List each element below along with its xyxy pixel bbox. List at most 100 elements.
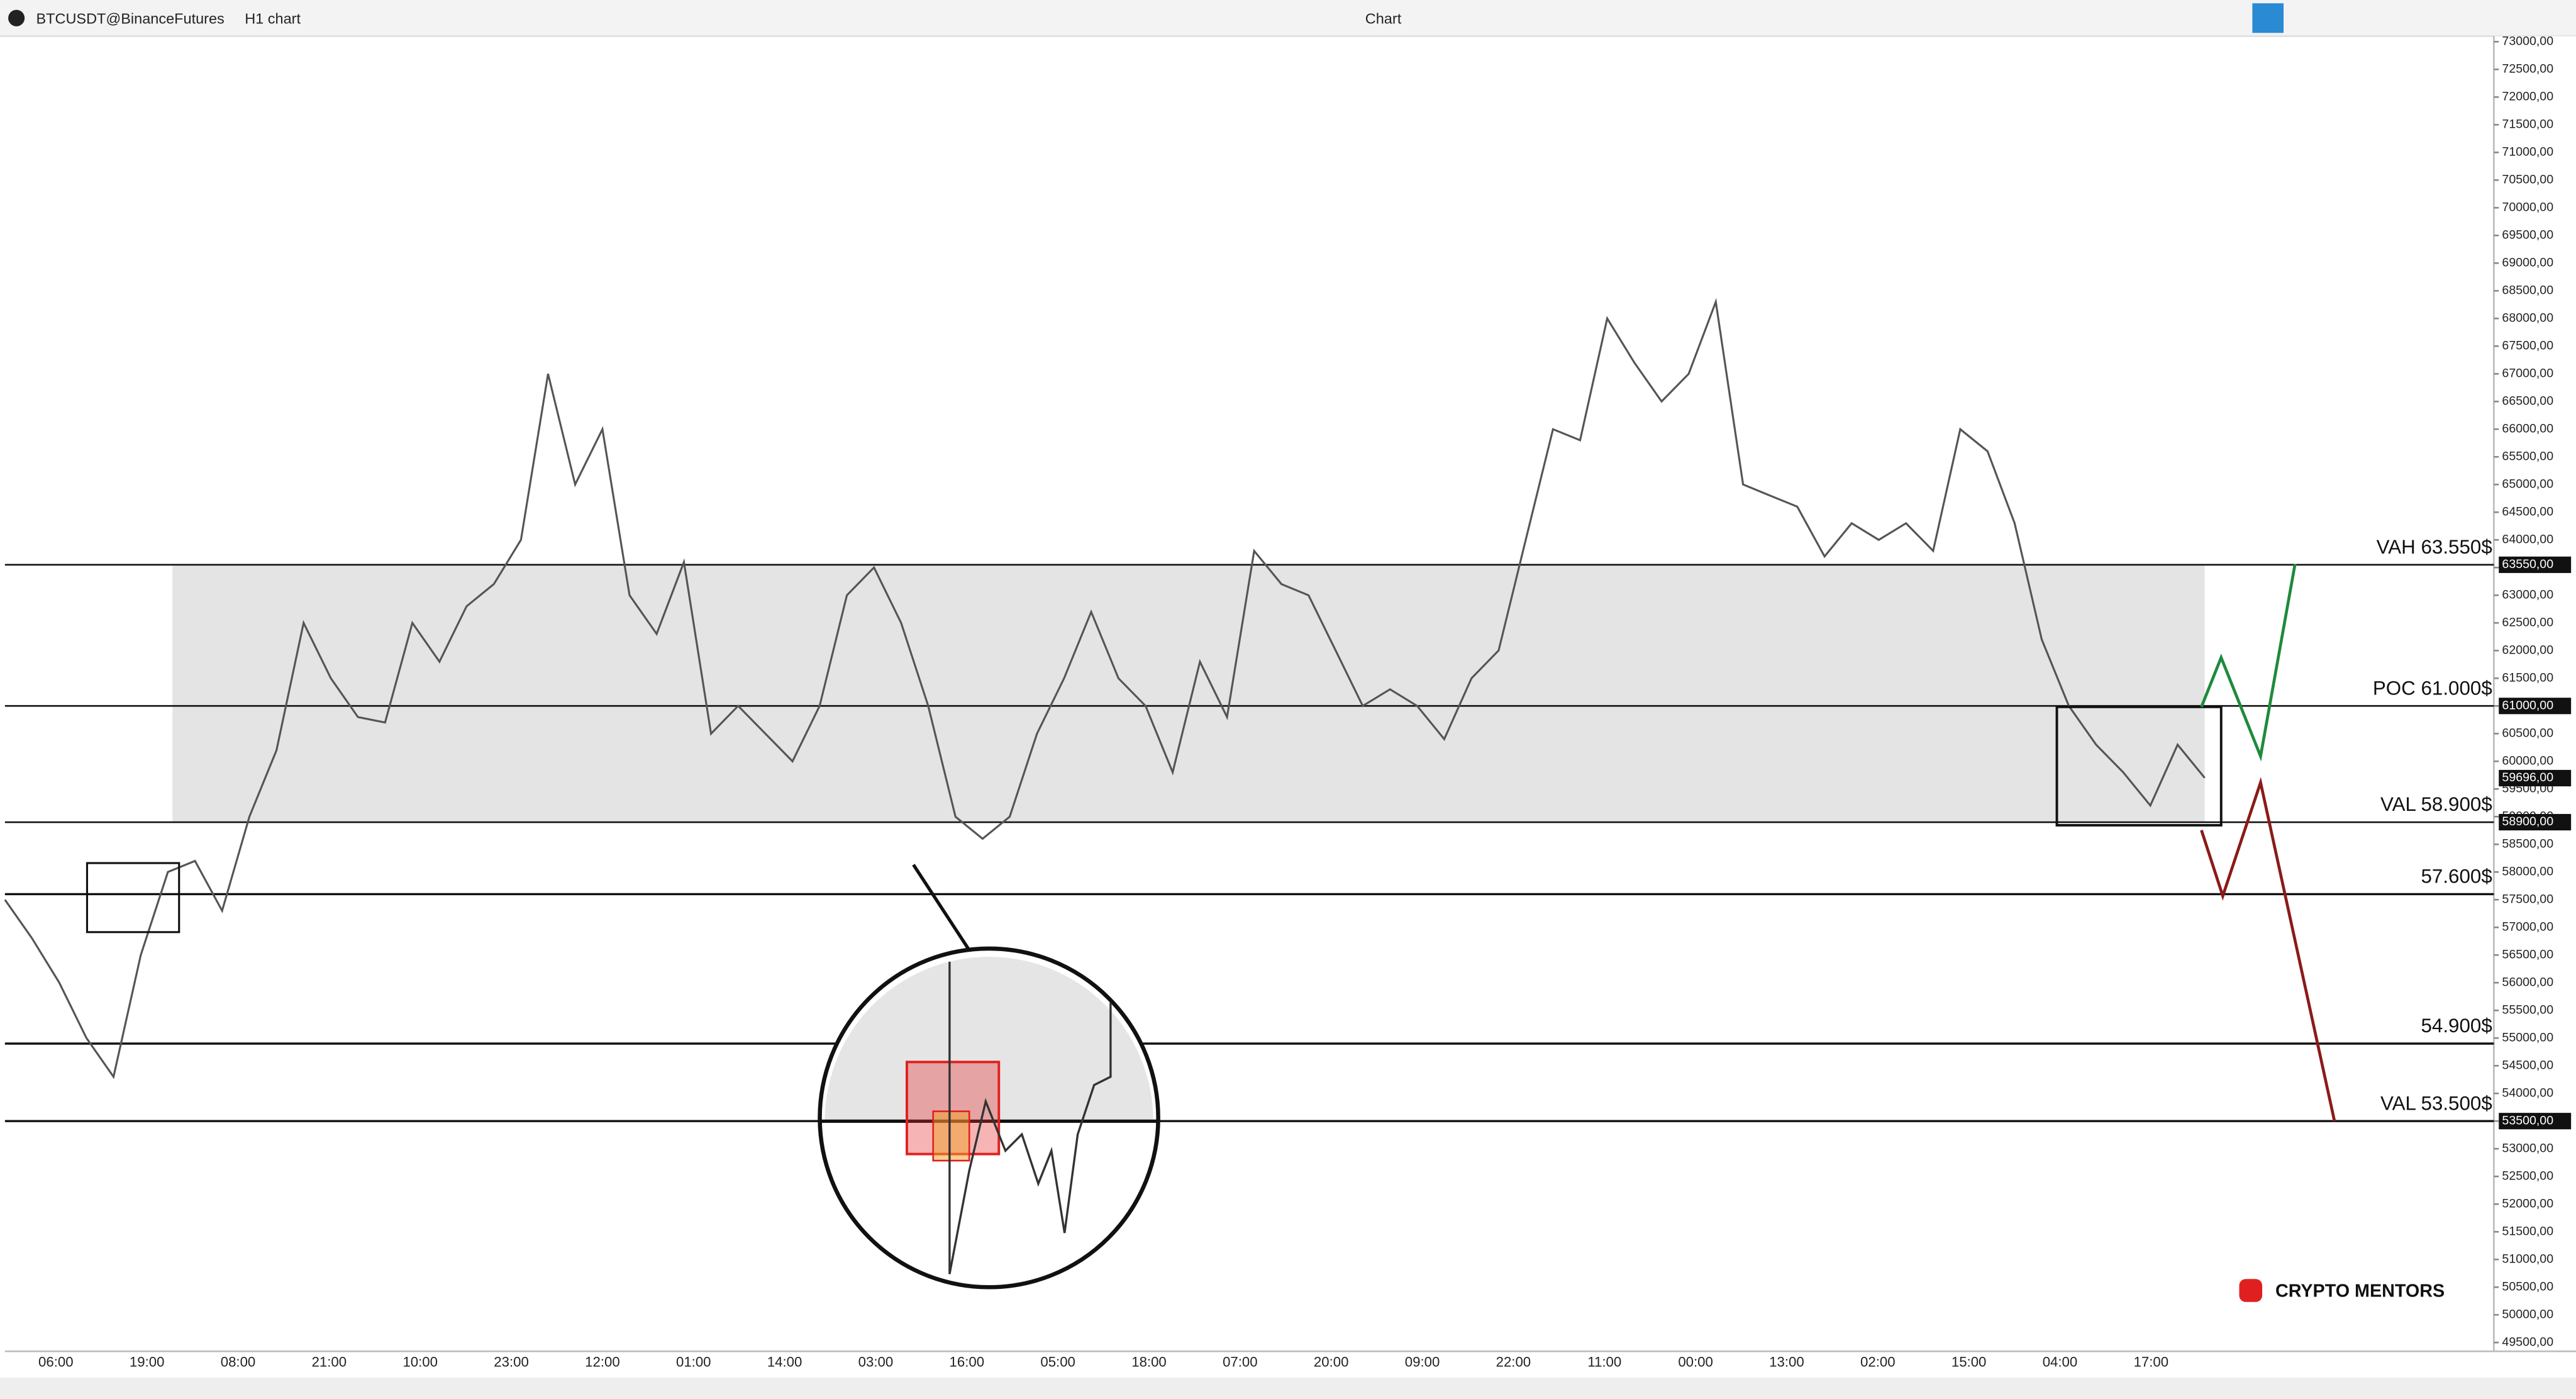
price-badge <box>2499 556 2572 573</box>
y-tick-label: 71500,00 <box>2502 117 2553 131</box>
price-badge <box>2499 769 2572 787</box>
y-tick-label: 63000,00 <box>2502 588 2553 601</box>
level-label: VAL 53.500$ <box>2380 1092 2492 1114</box>
y-tick-label: 57500,00 <box>2502 892 2553 906</box>
app-icon[interactable] <box>8 9 25 26</box>
range-box <box>86 862 180 934</box>
y-tick-label: 66000,00 <box>2502 421 2553 435</box>
x-tick-label: 07:00 <box>1223 1354 1258 1369</box>
y-tick-label: 55000,00 <box>2502 1030 2553 1044</box>
x-tick-label: 16:00 <box>950 1354 985 1369</box>
y-tick-label: 71000,00 <box>2502 145 2553 159</box>
zoom-order-box <box>932 1110 970 1162</box>
y-tick-label: 52000,00 <box>2502 1196 2553 1210</box>
zoom-price <box>948 961 1112 1274</box>
x-tick-label: 22:00 <box>1496 1354 1531 1369</box>
bullish-projection <box>2200 563 2297 762</box>
y-tick-label: 69500,00 <box>2502 228 2553 242</box>
youtube-icon <box>2239 1279 2263 1302</box>
y-tick-label: 66500,00 <box>2502 394 2553 408</box>
x-tick-label: 02:00 <box>1860 1354 1896 1369</box>
x-tick-label: 18:00 <box>1131 1354 1167 1369</box>
y-tick-label: 57000,00 <box>2502 920 2553 934</box>
y-tick-label: 53000,00 <box>2502 1141 2553 1155</box>
y-tick-label: 49500,00 <box>2502 1335 2553 1349</box>
range-box <box>2055 705 2223 827</box>
x-tick-label: 11:00 <box>1587 1354 1621 1369</box>
zoom-pointer <box>912 864 971 951</box>
y-tick-label: 56500,00 <box>2502 947 2553 961</box>
price-axis <box>2494 36 2576 1352</box>
scrollbar[interactable] <box>0 1378 2576 1399</box>
price-badge-label: 63550,00 <box>2502 557 2553 571</box>
y-tick-label: 67500,00 <box>2502 338 2553 352</box>
x-tick-label: 08:00 <box>221 1354 256 1369</box>
y-tick-label: 72500,00 <box>2502 62 2553 75</box>
level-label: 54.900$ <box>2421 1015 2492 1037</box>
x-tick-label: 10:00 <box>402 1354 438 1369</box>
y-tick-label: 50000,00 <box>2502 1307 2553 1321</box>
price-badge-label: 61000,00 <box>2502 698 2553 712</box>
y-tick-label: 70500,00 <box>2502 172 2553 186</box>
x-tick-label: 17:00 <box>2134 1354 2169 1369</box>
x-tick-label: 19:00 <box>130 1354 165 1369</box>
x-tick-label: 23:00 <box>494 1354 529 1369</box>
level-label: 57.600$ <box>2421 866 2492 888</box>
y-tick-label: 60500,00 <box>2502 726 2553 740</box>
price-badge <box>2499 1113 2572 1130</box>
y-tick-label: 62000,00 <box>2502 643 2553 657</box>
symbol[interactable]: BTCUSDT@BinanceFutures <box>36 11 224 27</box>
price-badge-label: 59696,00 <box>2502 771 2553 784</box>
price-badge-label: 53500,00 <box>2502 1113 2553 1127</box>
x-tick-label: 00:00 <box>1678 1354 1713 1369</box>
y-tick-label: 67000,00 <box>2502 366 2553 380</box>
y-tick-label: 61500,00 <box>2502 671 2553 684</box>
y-tick-label: 62500,00 <box>2502 615 2553 629</box>
interval[interactable]: H1 chart <box>245 11 301 27</box>
x-tick-label: 01:00 <box>676 1354 711 1369</box>
value-area <box>172 564 2205 823</box>
y-tick-label: 68000,00 <box>2502 311 2553 325</box>
window-title: Chart <box>1365 11 1402 27</box>
price-badge-label: 58900,00 <box>2502 815 2553 828</box>
x-tick-label: 12:00 <box>585 1354 620 1369</box>
y-tick-label: 56000,00 <box>2502 975 2553 989</box>
y-tick-label: 52500,00 <box>2502 1169 2553 1183</box>
y-tick-label: 68500,00 <box>2502 283 2553 297</box>
x-tick-label: 03:00 <box>858 1354 894 1369</box>
level-label: VAL 58.900$ <box>2380 793 2492 815</box>
price-badge <box>2499 698 2572 715</box>
x-tick-label: 14:00 <box>767 1354 802 1369</box>
y-tick-label: 51000,00 <box>2502 1252 2553 1266</box>
y-tick-label: 64000,00 <box>2502 532 2553 546</box>
y-tick-label: 58000,00 <box>2502 864 2553 878</box>
camera-button[interactable] <box>2252 3 2284 33</box>
y-tick-label: 54500,00 <box>2502 1058 2553 1072</box>
y-tick-label: 51500,00 <box>2502 1224 2553 1238</box>
level-label: VAH 63.550$ <box>2377 536 2492 558</box>
y-tick-label: 58500,00 <box>2502 837 2553 850</box>
x-tick-label: 06:00 <box>38 1354 74 1369</box>
y-tick-label: 65000,00 <box>2502 477 2553 491</box>
watermark: CRYPTO MENTORS <box>2275 1281 2445 1301</box>
y-tick-label: 55500,00 <box>2502 1003 2553 1017</box>
y-tick-label: 65500,00 <box>2502 449 2553 463</box>
y-tick-label: 54000,00 <box>2502 1086 2553 1100</box>
price-line <box>4 298 2206 1079</box>
x-tick-label: 13:00 <box>1769 1354 1804 1369</box>
y-tick-label: 64500,00 <box>2502 504 2553 518</box>
toolbar <box>0 0 2576 36</box>
x-tick-label: 09:00 <box>1405 1354 1440 1369</box>
price-badge <box>2499 813 2572 831</box>
x-tick-label: 04:00 <box>2043 1354 2078 1369</box>
y-tick-label: 60000,00 <box>2502 754 2553 767</box>
y-tick-label: 73000,00 <box>2502 34 2553 48</box>
bearish-projection <box>2200 777 2336 1122</box>
level-label: POC 61.000$ <box>2373 677 2492 699</box>
y-tick-label: 69000,00 <box>2502 255 2553 269</box>
x-tick-label: 15:00 <box>1951 1354 1987 1369</box>
x-tick-label: 05:00 <box>1040 1354 1075 1369</box>
x-tick-label: 20:00 <box>1314 1354 1349 1369</box>
y-tick-label: 70000,00 <box>2502 200 2553 214</box>
